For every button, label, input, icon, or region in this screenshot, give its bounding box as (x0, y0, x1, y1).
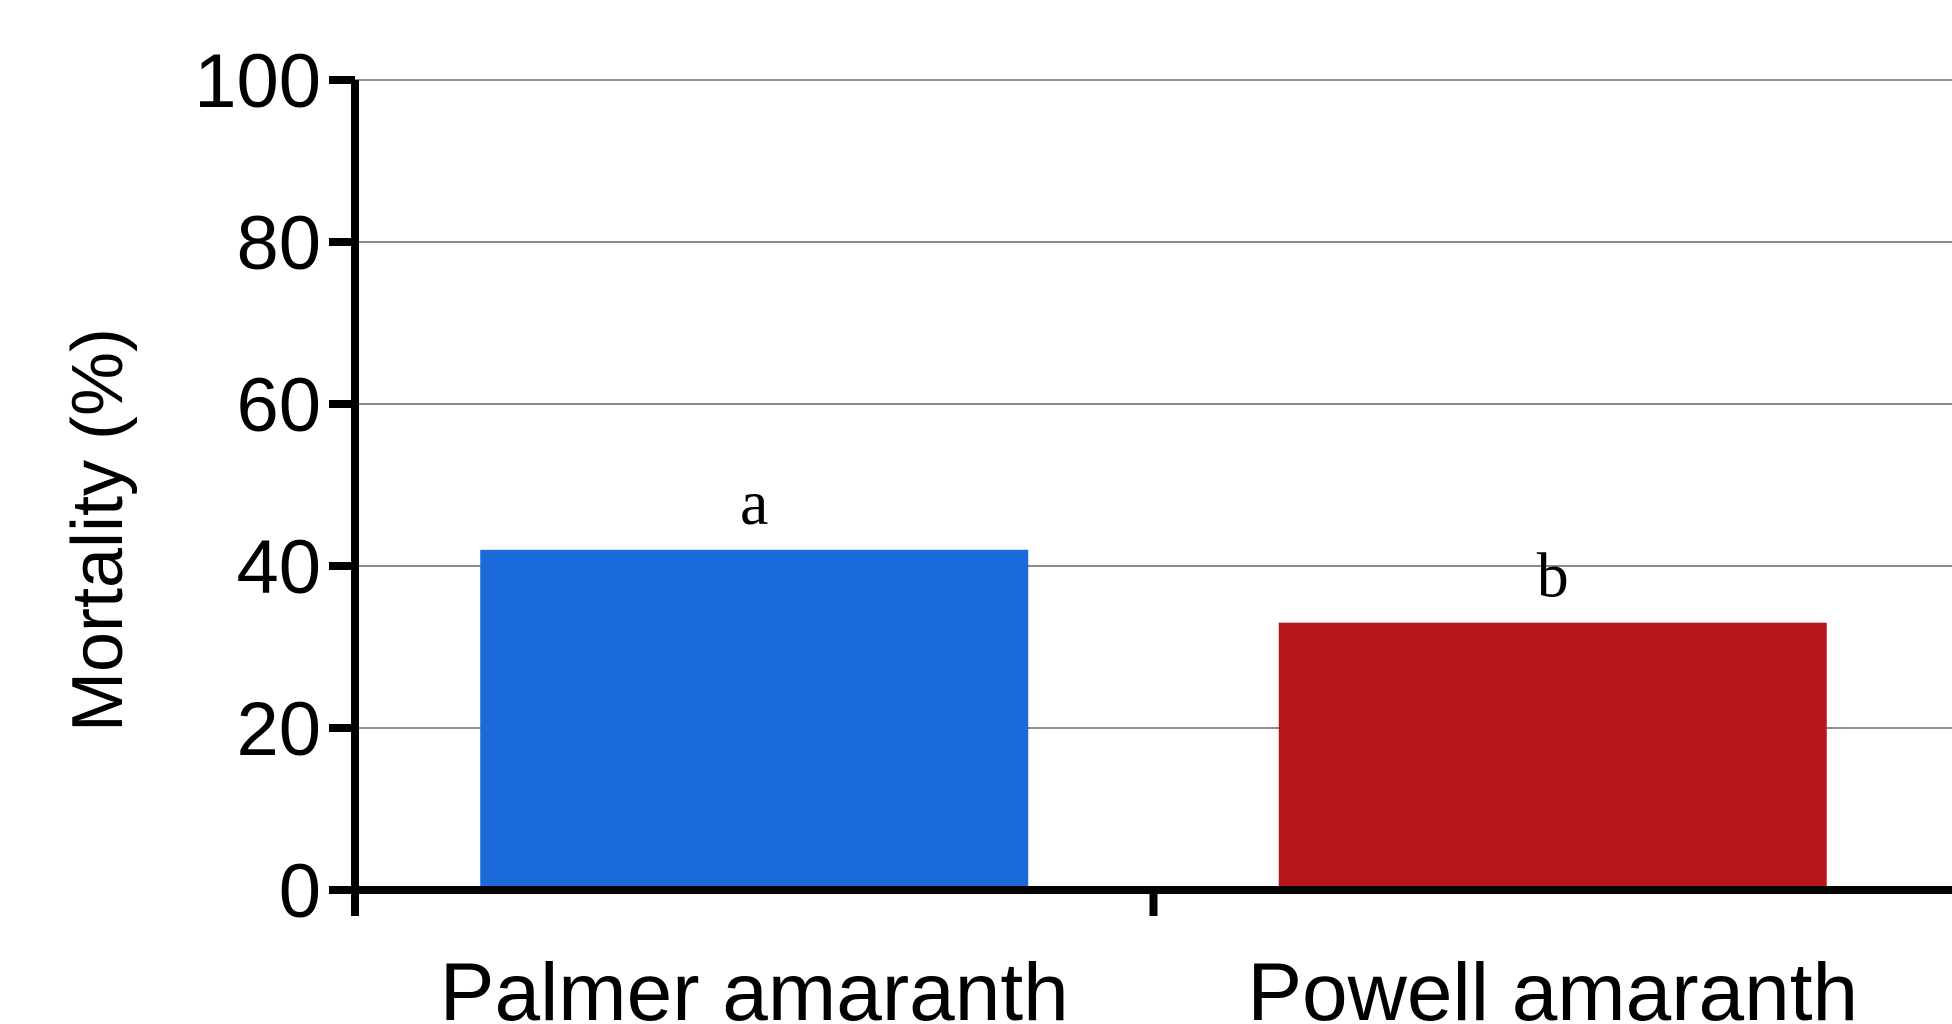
y-tick-label-100: 100 (194, 39, 321, 124)
y-tick-label-0: 0 (279, 849, 321, 934)
bar-label-1: a (740, 467, 768, 538)
labels: 0 20 40 60 80 100 a Palmer amaranth b Powell amar… (194, 39, 1858, 1024)
bar-1 (480, 549, 1029, 890)
x-category-label-2: Powell amaranth (1247, 947, 1858, 1024)
y-tick-label-40: 40 (236, 525, 321, 610)
x-category-label-1: Palmer amaranth (440, 947, 1069, 1024)
y-tick-label-60: 60 (236, 363, 321, 448)
bars (480, 549, 1827, 890)
y-tick-label-80: 80 (236, 201, 321, 286)
bar-label-2: b (1537, 540, 1569, 611)
axes (329, 76, 1952, 916)
bar-2 (1278, 622, 1827, 890)
y-tick-label-20: 20 (236, 687, 321, 772)
y-axis-title: Mortality (%) (58, 328, 138, 732)
